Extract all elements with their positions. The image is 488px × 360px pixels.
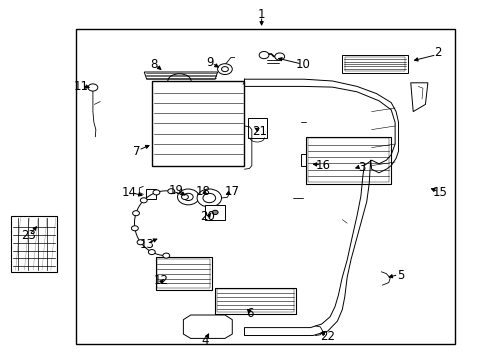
Polygon shape [183,315,232,338]
Bar [76,29,454,344]
Circle shape [203,193,215,203]
Circle shape [259,51,268,59]
Text: 14: 14 [122,186,137,199]
Bar [157,259,209,288]
Bar [205,205,224,220]
Text: 6: 6 [245,307,253,320]
Circle shape [217,64,232,75]
Circle shape [88,84,98,91]
Circle shape [212,210,218,215]
Bar [300,154,317,166]
Bar [151,81,244,166]
Text: 23: 23 [21,229,36,242]
Circle shape [167,189,174,194]
Text: 21: 21 [251,125,266,138]
Circle shape [163,253,169,258]
Text: 8: 8 [150,58,158,71]
Text: 10: 10 [295,58,310,71]
Bar [307,138,388,182]
Text: 7: 7 [133,145,141,158]
Circle shape [274,53,284,60]
Text: 22: 22 [320,330,334,343]
Bar [305,137,390,184]
Bar [247,118,266,138]
Text: 5: 5 [396,269,404,282]
Text: 13: 13 [139,238,154,251]
Bar [145,189,156,199]
Text: 16: 16 [315,159,329,172]
Text: 3: 3 [357,161,365,174]
Bar [155,257,211,290]
Text: 15: 15 [432,186,447,199]
Bar [217,289,293,312]
Circle shape [153,190,160,195]
Circle shape [148,249,155,255]
Circle shape [197,189,221,207]
Circle shape [137,240,143,245]
Text: 18: 18 [195,185,210,198]
Text: 20: 20 [200,210,215,222]
Text: 9: 9 [206,57,214,69]
Circle shape [181,194,188,199]
Text: 1: 1 [257,8,265,21]
Bar [345,57,405,71]
Text: 12: 12 [154,274,168,287]
Circle shape [131,226,138,231]
Text: 2: 2 [433,46,441,59]
Circle shape [177,189,199,205]
Circle shape [183,193,193,201]
Text: 17: 17 [224,185,239,198]
Circle shape [132,211,139,216]
Text: 4: 4 [201,334,209,347]
Text: 19: 19 [168,184,183,197]
Polygon shape [144,72,217,79]
Circle shape [140,198,147,203]
Bar [215,288,295,314]
Circle shape [221,67,228,72]
Bar [11,216,57,272]
Text: 11: 11 [73,80,88,93]
Polygon shape [410,83,427,112]
Bar [342,55,407,73]
